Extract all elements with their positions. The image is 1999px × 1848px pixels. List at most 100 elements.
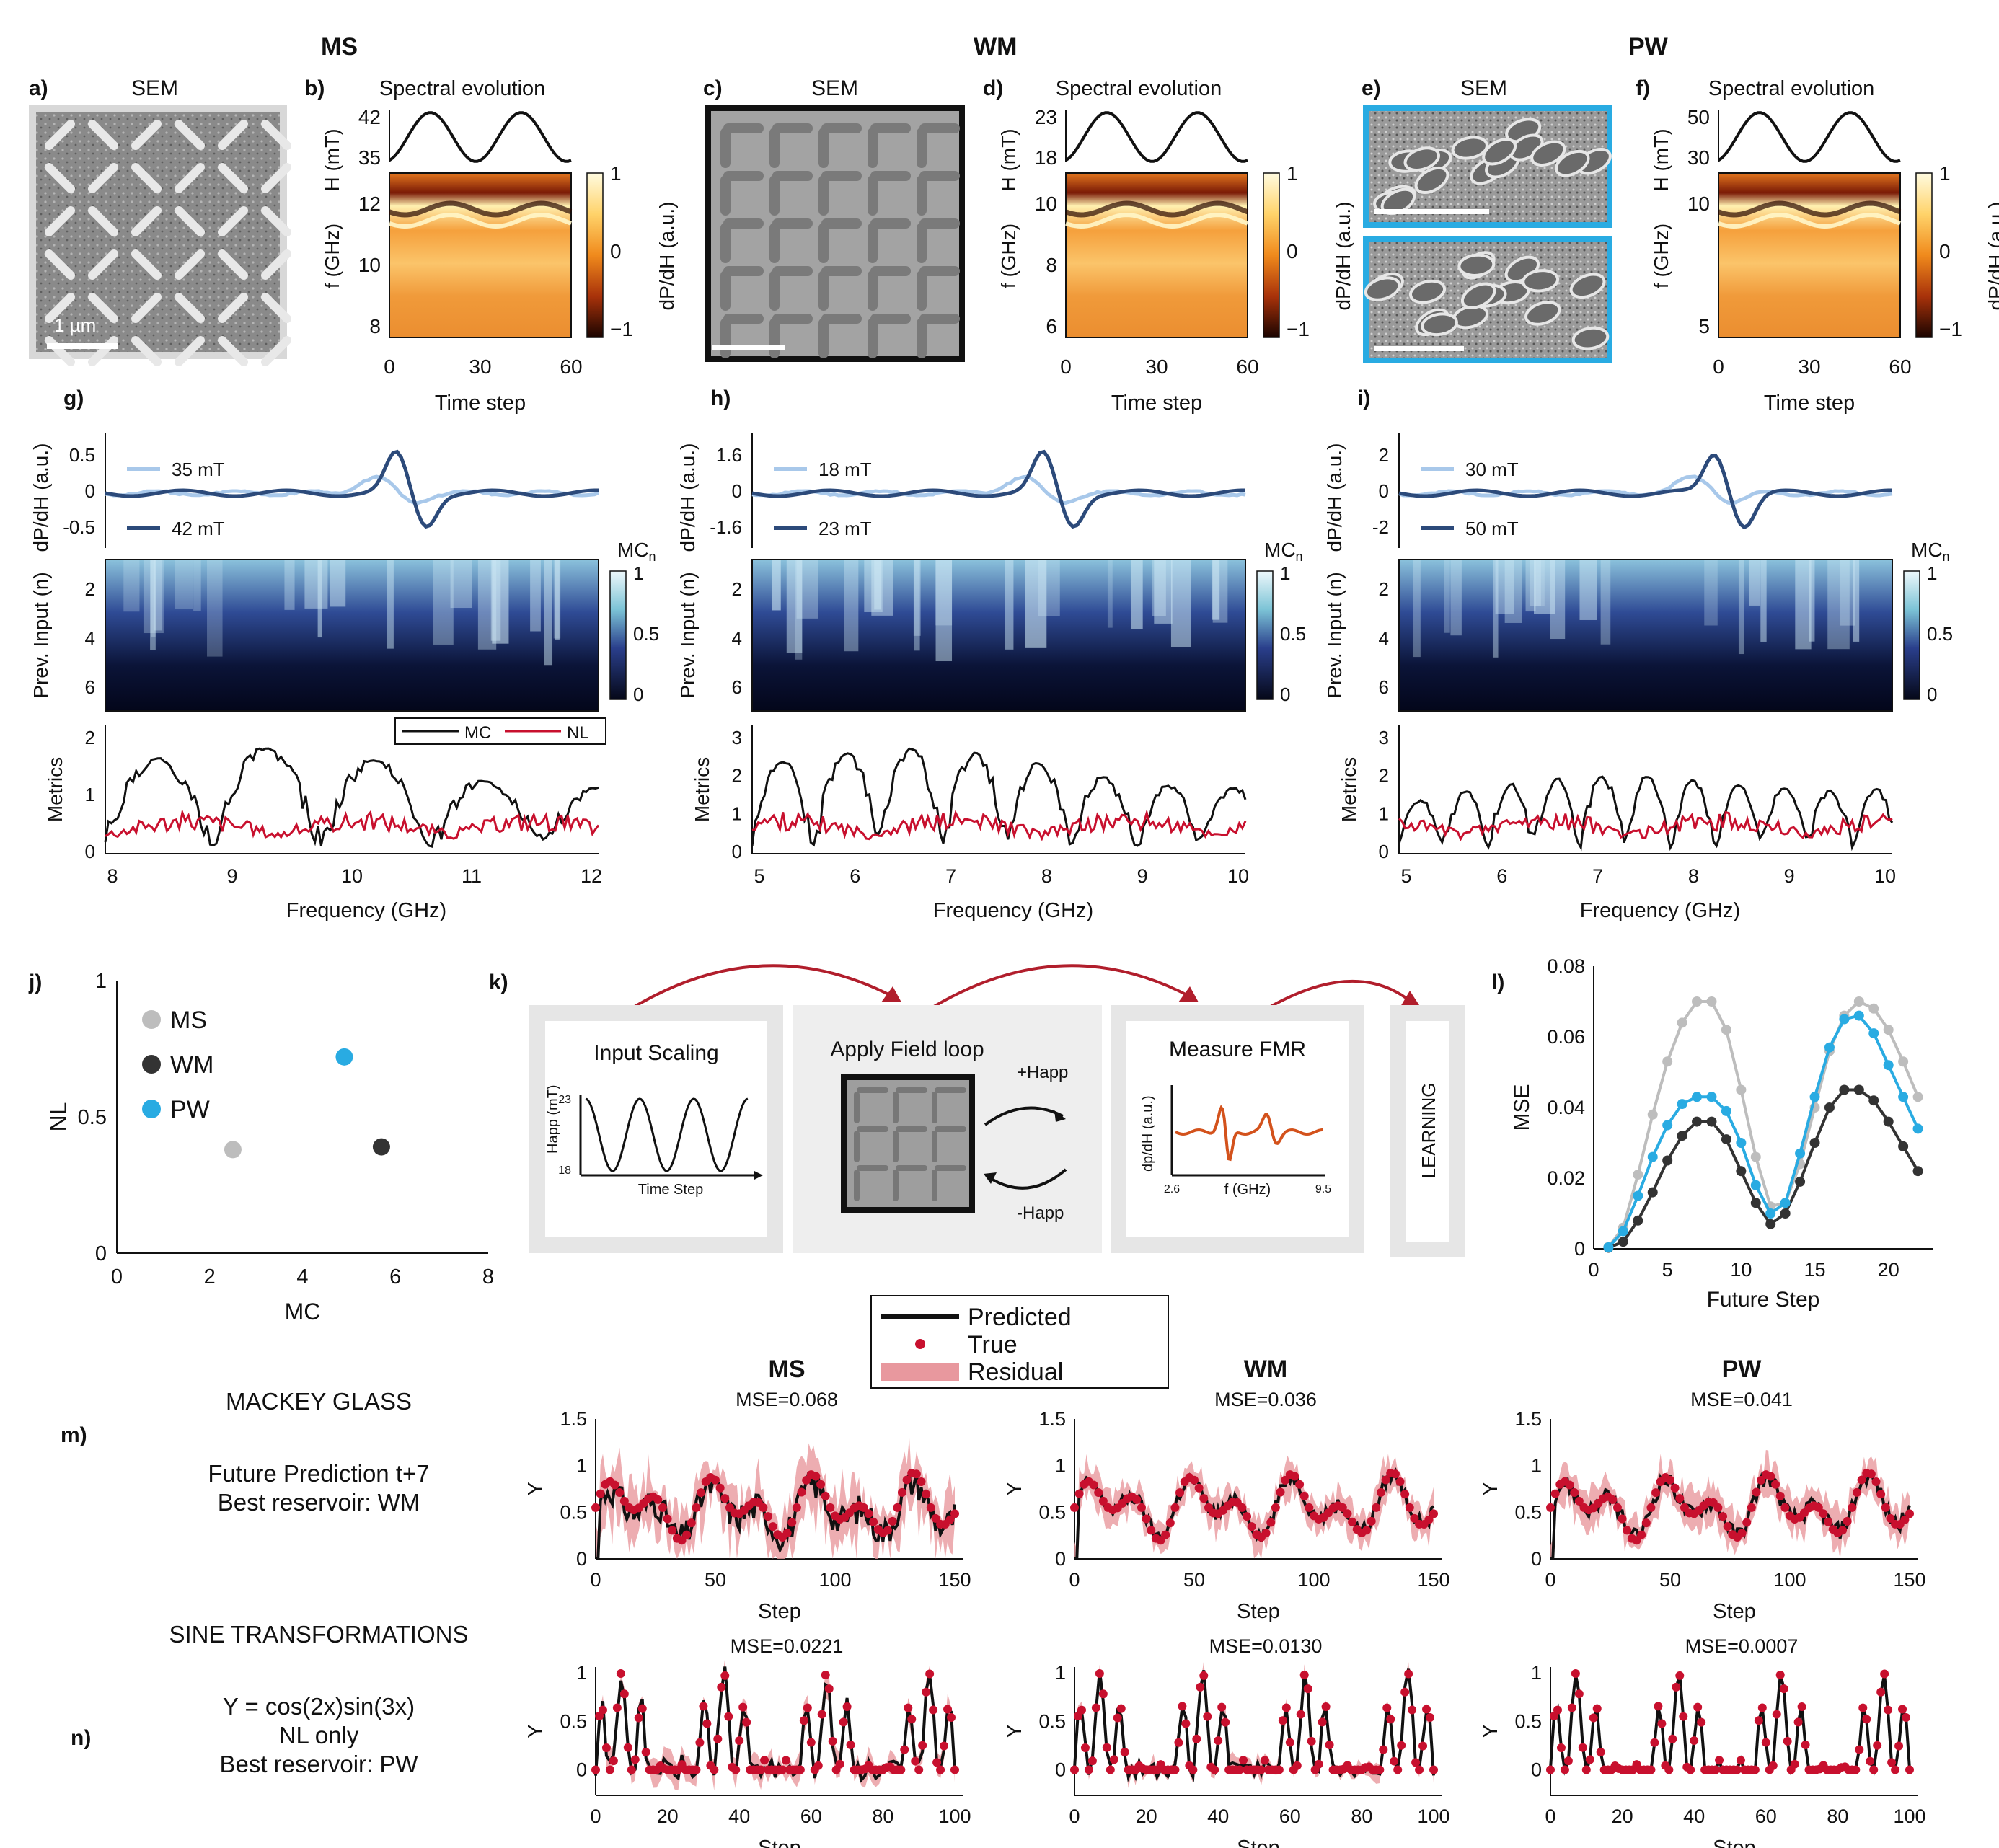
mc-heatmap-column — [150, 560, 156, 650]
point-wm — [1824, 1102, 1835, 1113]
sem-image-wm — [705, 105, 965, 362]
y-axis-label: Y — [1003, 1724, 1026, 1738]
true-point — [1824, 1517, 1833, 1526]
spectral-heatmap — [1065, 172, 1248, 338]
true-point — [1203, 1712, 1212, 1721]
residual-band — [596, 1658, 955, 1791]
sem-nanobar — [131, 206, 162, 236]
true-point — [1884, 1705, 1893, 1715]
arrow-2 — [932, 964, 1191, 1008]
true-point — [658, 1503, 667, 1512]
sem-elongated-magnet — [1403, 146, 1440, 172]
time-tick: 30 — [469, 355, 491, 378]
mc-heatmap-column — [1795, 560, 1812, 650]
true-point — [591, 1503, 600, 1512]
true-point — [720, 1494, 730, 1503]
true-point — [735, 1736, 744, 1746]
point-pw — [1677, 1099, 1687, 1110]
mc-heatmap-column — [1529, 560, 1541, 606]
true-point — [1299, 1670, 1309, 1679]
freq-tick: 8 — [1041, 865, 1052, 887]
true-point — [792, 1503, 801, 1512]
true-point — [1780, 1503, 1790, 1512]
field-waveform — [1064, 111, 1248, 163]
sem-title-c: SEM — [811, 76, 858, 100]
true-point — [1650, 1738, 1659, 1747]
legend-low-field: 35 mT — [172, 459, 225, 480]
true-point — [781, 1756, 790, 1765]
pred-group-title-wm: WM — [1244, 1356, 1287, 1383]
freq-tick: 7 — [945, 865, 956, 887]
point-ms — [1692, 996, 1703, 1007]
legend-low-field: 18 mT — [818, 459, 872, 480]
legend-dot-wm — [142, 1055, 161, 1074]
mc-colorbar-tick: 1 — [633, 562, 643, 584]
freq-axis-label: Frequency (GHz) — [1580, 899, 1740, 922]
sem-nanobar — [88, 206, 118, 236]
y-tick: 1.5 — [560, 1408, 587, 1430]
mc-colorbar-tick: 0 — [1927, 684, 1937, 705]
f-tick: 5 — [1698, 315, 1710, 337]
true-point — [1194, 1483, 1204, 1493]
freq-tick: 8 — [107, 865, 118, 887]
point-pw — [1853, 1010, 1864, 1021]
legend-ms: MS — [170, 1007, 207, 1034]
point-pw — [1618, 1226, 1628, 1237]
scale-bar-label: 1 µm — [54, 314, 96, 336]
time-tick: 60 — [560, 355, 582, 378]
heatmap-tick: 4 — [732, 627, 742, 649]
true-point — [947, 1712, 956, 1722]
sem-nanobar — [88, 120, 118, 150]
x-tick: 0 — [1545, 1569, 1555, 1591]
x-axis-label: Step — [1237, 1600, 1280, 1623]
sem-nanobar — [131, 163, 162, 193]
true-point — [1750, 1765, 1760, 1774]
panel-label-n: n) — [71, 1726, 91, 1750]
inset-f-label: f (GHz) — [1224, 1182, 1271, 1198]
point-pw — [1883, 1060, 1894, 1071]
true-point — [1574, 1689, 1584, 1699]
top-tick: 1.6 — [716, 444, 742, 466]
y-tick: 0 — [95, 1242, 107, 1265]
mc-heatmap-column — [864, 560, 883, 612]
legend-dot-pw — [142, 1100, 161, 1118]
metrics-tick: 1 — [732, 803, 742, 824]
true-point — [1657, 1719, 1667, 1728]
y-tick: 0 — [1055, 1548, 1066, 1570]
metrics-tick: 2 — [1379, 765, 1389, 787]
mc-heatmap-column — [1504, 560, 1522, 623]
sem-nanobar — [175, 293, 205, 323]
x-tick: 10 — [1730, 1259, 1752, 1281]
mc-heatmap-column — [530, 560, 541, 632]
true-point — [950, 1509, 959, 1518]
true-point — [1343, 1509, 1352, 1518]
top-ylabel: dP/dH (a.u.) — [1323, 443, 1346, 552]
mc-heatmap-column — [1413, 560, 1421, 658]
true-point — [1318, 1717, 1327, 1727]
true-point — [1375, 1765, 1385, 1774]
true-point — [1675, 1494, 1685, 1503]
true-point — [1120, 1748, 1129, 1757]
true-point — [1281, 1703, 1291, 1712]
metrics-tick: 3 — [732, 727, 742, 748]
h-axis-label: H (mT) — [321, 128, 343, 191]
true-point — [695, 1738, 705, 1747]
colorbar-tick: −1 — [610, 318, 633, 340]
colorbar-tick: 1 — [1939, 162, 1951, 185]
legend-true: True — [968, 1331, 1018, 1358]
x-tick: 60 — [800, 1805, 822, 1827]
freq-tick: 6 — [850, 865, 860, 887]
top-tick: 0 — [1379, 480, 1389, 502]
sem-nanobar — [218, 206, 248, 236]
point-wm — [1839, 1084, 1850, 1095]
true-point — [1873, 1741, 1882, 1750]
memory-panel-pw: i) 2 0 -2 dP/dH (a.u.) 30 mT 50 mT 2 4 6 Prev. Inp… — [1323, 386, 1953, 922]
true-point — [1247, 1522, 1256, 1531]
true-point — [1814, 1503, 1823, 1512]
true-point — [1243, 1512, 1252, 1521]
true-point — [1747, 1503, 1756, 1512]
point-pw — [1839, 1014, 1850, 1025]
arrowhead-1 — [881, 986, 901, 1002]
x-axis-label: Step — [1237, 1836, 1280, 1848]
